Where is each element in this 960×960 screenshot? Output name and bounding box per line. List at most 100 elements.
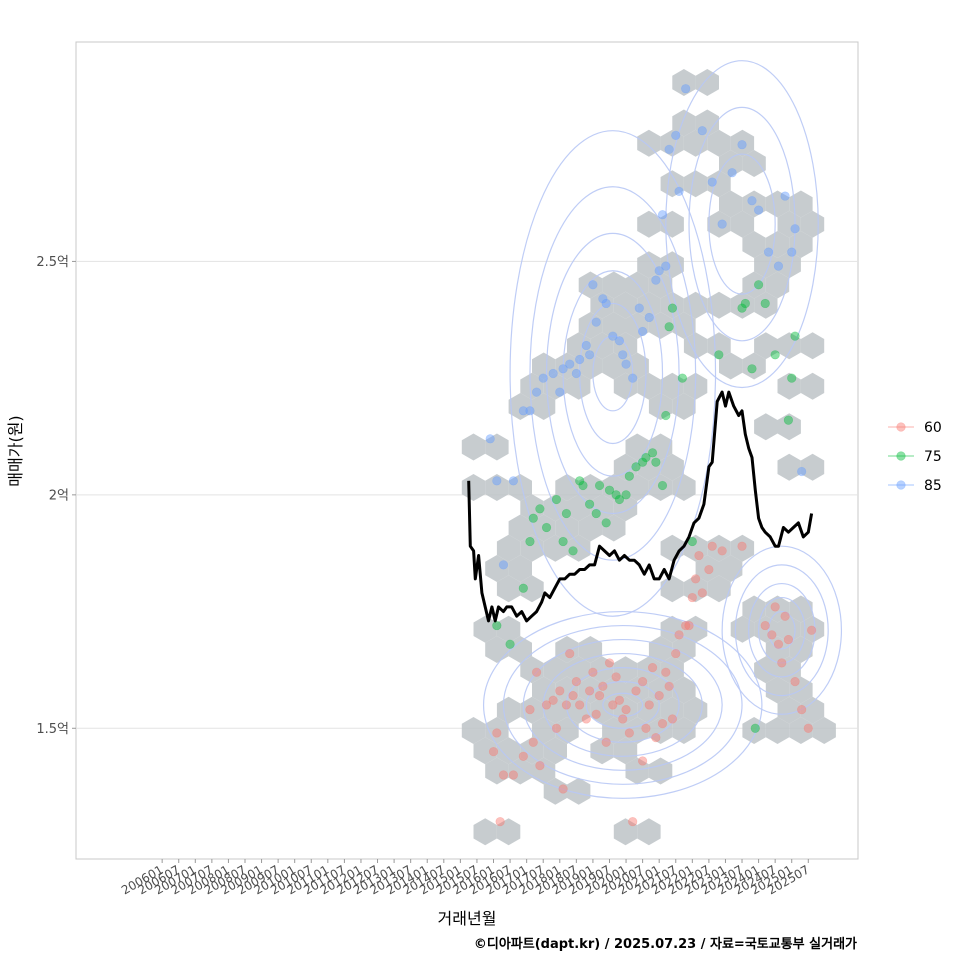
point-85 (661, 261, 671, 271)
point-60 (767, 630, 777, 640)
hex-cell (777, 696, 801, 724)
point-60 (585, 686, 595, 696)
legend-key-dot-60 (896, 422, 906, 432)
point-60 (531, 667, 542, 677)
point-60 (571, 676, 581, 687)
hex-cell (602, 514, 626, 542)
hex-cell (613, 372, 638, 400)
point-85 (588, 280, 598, 290)
point-85 (581, 340, 591, 351)
hex-cell (485, 474, 509, 501)
density-contour (757, 596, 806, 664)
point-60 (588, 667, 598, 677)
point-60 (495, 817, 505, 827)
point-85 (747, 196, 757, 206)
density-contour (579, 302, 647, 445)
y-tick-label: 1.5억 (36, 722, 69, 737)
point-75 (611, 490, 621, 500)
point-60 (528, 737, 538, 747)
point-85 (634, 303, 644, 313)
hex-cell (695, 69, 719, 96)
hex-cell (578, 474, 603, 501)
point-75 (753, 280, 764, 290)
point-60 (647, 662, 658, 673)
hex-cell (613, 453, 638, 481)
density-contour (565, 666, 680, 743)
hex-cell (800, 453, 825, 481)
point-60 (687, 592, 697, 603)
point-75 (631, 462, 641, 472)
legend-key-dot-85 (896, 480, 906, 490)
hex-cell (672, 69, 696, 96)
legend-label-60: 60 (924, 420, 942, 436)
hex-cell (648, 676, 673, 704)
hex-cell (602, 312, 626, 339)
point-60 (770, 602, 780, 612)
density-contour (721, 545, 843, 715)
y-axis-title: 매매가(원) (6, 415, 25, 486)
density-contour (708, 153, 776, 295)
hex-cell (473, 818, 497, 846)
trend-line (467, 390, 814, 623)
hex-cell (742, 352, 766, 380)
hex-cell (637, 251, 661, 279)
hex-cell (555, 514, 579, 542)
hex-cell (683, 332, 708, 360)
point-75 (561, 508, 572, 519)
hex-cell (613, 656, 638, 684)
hex-cell (800, 615, 825, 643)
hex-cell (730, 210, 755, 238)
point-75 (578, 480, 588, 491)
point-60 (608, 700, 618, 710)
hex-cell (473, 737, 497, 765)
point-85 (531, 387, 542, 397)
point-85 (601, 298, 611, 309)
point-85 (737, 140, 747, 150)
point-60 (691, 574, 701, 584)
point-60 (777, 658, 787, 668)
point-75 (601, 518, 611, 528)
hex-cell (543, 696, 567, 724)
hex-cell (800, 372, 825, 400)
hex-cell (578, 271, 603, 299)
hex-cell (532, 514, 556, 542)
point-85 (780, 191, 790, 201)
point-60 (651, 733, 661, 743)
hex-cell (508, 636, 532, 663)
hex-cell (578, 514, 603, 542)
hex-cell (555, 474, 579, 501)
point-60 (561, 700, 572, 710)
point-60 (638, 676, 648, 687)
point-75 (594, 480, 605, 491)
hex-cell (637, 210, 661, 238)
hex-cell (742, 595, 766, 623)
hex-cell (613, 737, 638, 765)
hex-cell (578, 312, 603, 339)
point-60 (555, 686, 565, 696)
point-60 (641, 723, 651, 733)
scatter-points (485, 84, 817, 827)
y-tick-label: 2.5억 (36, 255, 69, 270)
point-75 (492, 620, 502, 631)
hex-cell (625, 757, 649, 785)
point-75 (575, 476, 585, 486)
point-75 (558, 536, 568, 547)
point-75 (647, 448, 658, 458)
hex-cell (485, 636, 509, 663)
hex-cell (567, 656, 591, 684)
hex-cell (637, 818, 661, 846)
hex-cell (777, 372, 801, 400)
point-85 (575, 354, 585, 365)
hex-cell (777, 413, 801, 441)
point-60 (498, 770, 509, 780)
hex-cell (672, 474, 696, 501)
point-60 (594, 690, 605, 701)
point-85 (492, 476, 502, 486)
hex-cell (543, 372, 567, 400)
legend: 60 75 85 (888, 420, 942, 494)
point-75 (551, 494, 562, 505)
point-60 (568, 690, 578, 701)
legend-key-dot-75 (896, 451, 906, 461)
hex-cell (672, 717, 696, 744)
point-85 (571, 368, 581, 379)
